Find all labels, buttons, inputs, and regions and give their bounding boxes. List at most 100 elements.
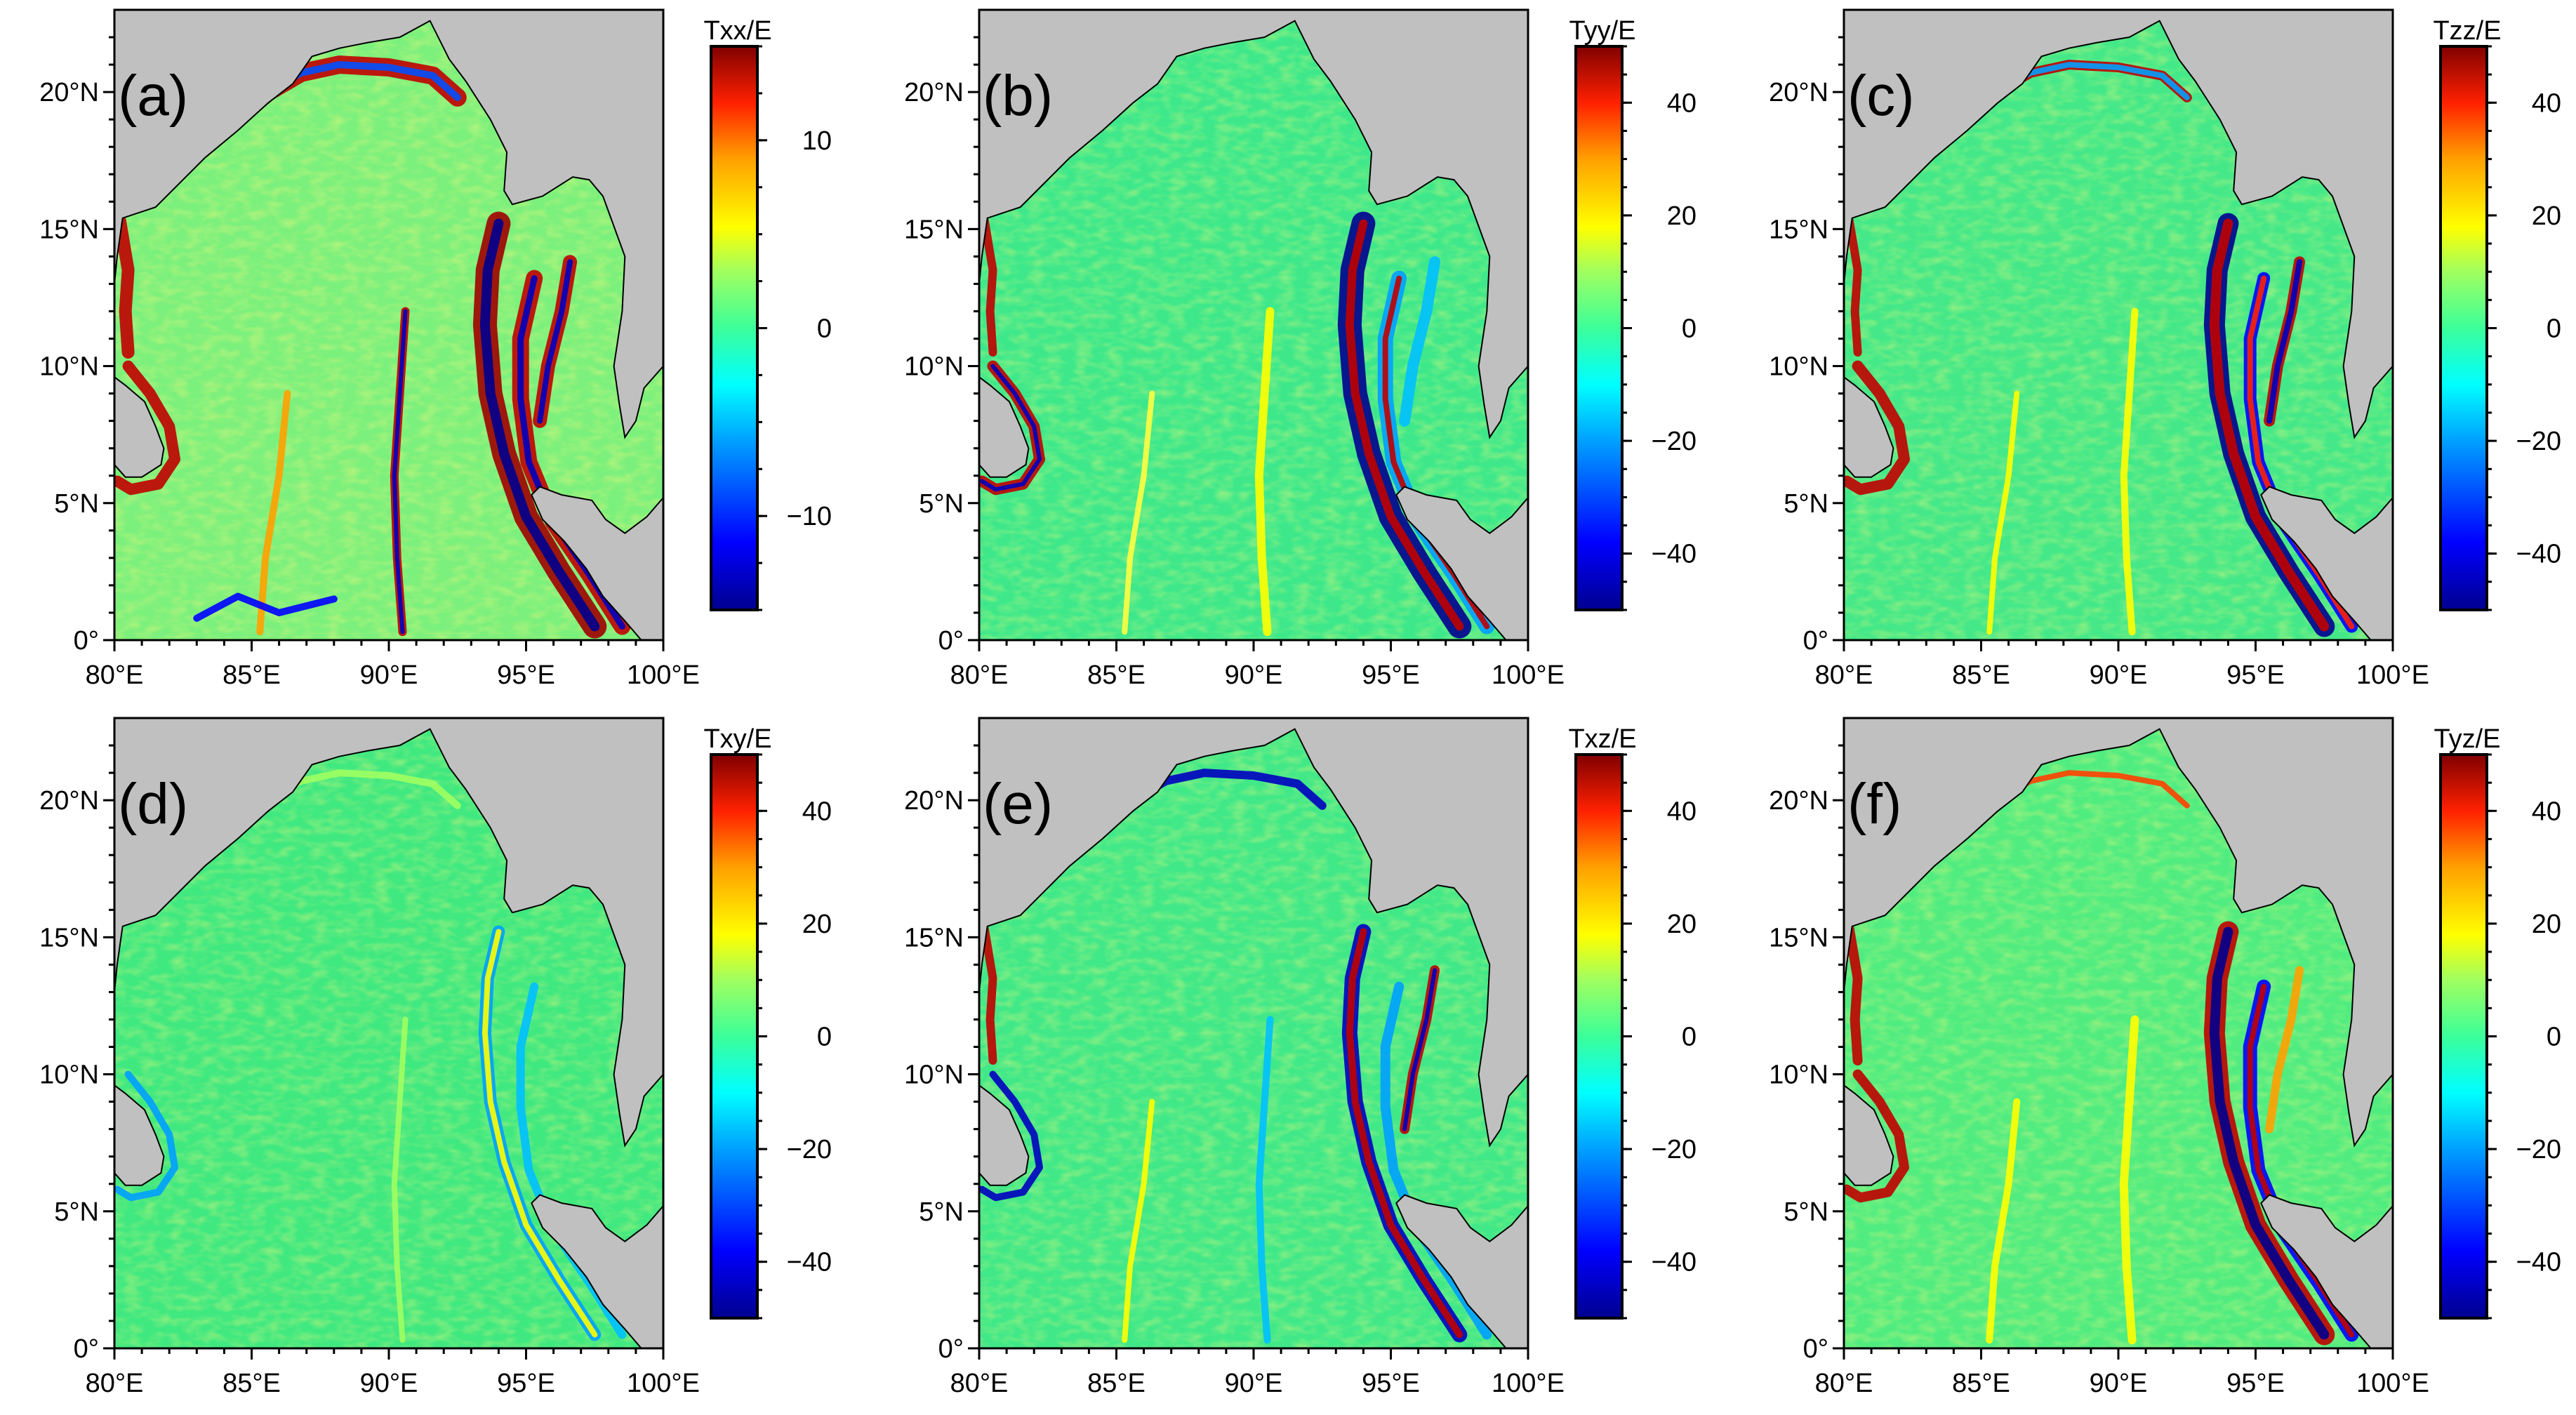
colorbar-tick-label: −20 <box>787 1135 832 1164</box>
map-field <box>979 10 1528 640</box>
anomaly-band-east_arc <box>482 929 598 1338</box>
anomaly-band-ridge90 <box>1255 1016 1274 1344</box>
land-mass <box>979 10 1528 439</box>
lon-label: 90°E <box>1225 1369 1283 1398</box>
colorbar-tick-label: −20 <box>2516 1135 2561 1164</box>
colorbar-tick-label: −40 <box>2516 1248 2561 1277</box>
anomaly-band-ridge85 <box>256 390 291 636</box>
lat-label: 15°N <box>39 923 99 952</box>
land-mass <box>1395 486 1528 640</box>
anomaly-band-ridge85 <box>1986 1098 2021 1344</box>
land-mass <box>1844 718 2393 1148</box>
anomaly-band-ridge90 <box>2120 307 2139 636</box>
lat-label: 15°N <box>904 923 964 952</box>
lon-label: 90°E <box>2090 660 2148 690</box>
land-mass <box>114 718 663 1148</box>
land-mass <box>531 486 663 640</box>
lat-label: 5°N <box>919 489 964 519</box>
lon-label: 80°E <box>950 1369 1009 1398</box>
land-mass <box>2260 486 2393 640</box>
lat-label: 15°N <box>39 215 99 244</box>
lat-label: 10°N <box>1769 1061 1828 1090</box>
lat-label: 20°N <box>904 78 964 107</box>
panel-label: (e) <box>983 772 1053 836</box>
lon-label: 95°E <box>1362 1369 1420 1398</box>
panel-label: (d) <box>118 772 188 836</box>
colorbar-tick-label: −40 <box>787 1248 832 1277</box>
lon-label: 100°E <box>2356 660 2429 690</box>
colorbar-title: Txy/E <box>703 724 771 754</box>
colorbar <box>2439 753 2488 1320</box>
panel-a: 20°N 15°N 10°N 5°N 0° 80°E 85°E 90°E 95°E 100°E (a… <box>39 8 832 690</box>
lat-label: 5°N <box>54 1197 99 1227</box>
land-mass <box>114 1084 165 1186</box>
lat-label: 20°N <box>1769 78 1828 107</box>
anomaly-band-andaman <box>537 259 573 424</box>
colorbar-tick-label: 40 <box>1667 88 1697 118</box>
land-mass <box>979 376 1030 478</box>
land-mass <box>1844 10 2393 439</box>
colorbar <box>710 753 759 1320</box>
lat-label: 5°N <box>1784 1197 1828 1227</box>
anomaly-band-sri_ring <box>979 1070 1043 1202</box>
land-mass <box>979 718 1528 1148</box>
anomaly-band-west_coast <box>980 924 997 1065</box>
lat-label: 5°N <box>1784 489 1828 519</box>
lon-label: 90°E <box>360 1369 418 1398</box>
anomaly-band-east_arc <box>1346 928 1463 1338</box>
colorbar-tick-label: −40 <box>2516 540 2561 569</box>
colorbar-tick-label: 20 <box>2532 910 2561 939</box>
panel-b: 20°N 15°N 10°N 5°N 0° 80°E 85°E 90°E 95°E 100°E (b… <box>904 8 1697 690</box>
lon-label: 80°E <box>1815 1369 1873 1398</box>
colorbar-title: Txx/E <box>703 16 771 46</box>
lat-label: 20°N <box>1769 786 1828 816</box>
lon-label: 85°E <box>223 660 281 690</box>
lon-label: 80°E <box>86 660 144 690</box>
map-field <box>979 718 1528 1348</box>
lat-label: 20°N <box>39 786 99 816</box>
panel-label: (c) <box>1847 64 1915 128</box>
anomaly-band-east_arc <box>479 218 600 632</box>
lat-label: 0° <box>938 1334 964 1364</box>
anomaly-band-ridge90 <box>2119 1015 2139 1345</box>
colorbar <box>710 45 759 611</box>
colorbar-tick-label: −20 <box>1652 1135 1697 1164</box>
lat-label: 20°N <box>39 78 99 107</box>
lon-label: 90°E <box>360 660 418 690</box>
anomaly-band-west_coast <box>980 216 997 357</box>
panel-e: 20°N 15°N 10°N 5°N 0° 80°E 85°E 90°E 95°E 100°E (e… <box>904 717 1697 1398</box>
colorbar-tick-label: 0 <box>817 1023 832 1052</box>
lat-label: 20°N <box>904 786 964 816</box>
colorbar-tick-label: −40 <box>1652 540 1697 569</box>
colorbar-tick-label: 10 <box>802 126 832 156</box>
lat-label: 10°N <box>904 1061 964 1090</box>
panel-f: 20°N 15°N 10°N 5°N 0° 80°E 85°E 90°E 95°E 100°E (f… <box>1769 717 2561 1398</box>
anomaly-band-west_coast <box>1844 924 1863 1065</box>
anomaly-band-west_coast <box>114 214 135 359</box>
colorbar <box>2439 45 2488 611</box>
lon-label: 90°E <box>1225 660 1283 690</box>
colorbar-tick-label: 40 <box>2532 88 2561 118</box>
lat-label: 15°N <box>1769 923 1828 952</box>
lat-label: 0° <box>1803 1334 1828 1364</box>
colorbar-tick-label: 20 <box>1667 201 1697 231</box>
lat-label: 0° <box>74 1334 99 1364</box>
panel-label: (f) <box>1847 772 1901 836</box>
lat-label: 10°N <box>904 352 964 382</box>
colorbar-title: Txz/E <box>1568 724 1636 754</box>
anomaly-band-andaman <box>1399 256 1441 427</box>
anomaly-band-andaman <box>2266 259 2303 424</box>
lat-label: 10°N <box>39 352 99 382</box>
lon-label: 95°E <box>1362 660 1420 690</box>
map-field <box>114 10 663 640</box>
anomaly-band-east_arc <box>2209 926 2330 1340</box>
lon-label: 85°E <box>1952 1369 2010 1398</box>
lat-label: 0° <box>74 626 99 656</box>
panel-c: 20°N 15°N 10°N 5°N 0° 80°E 85°E 90°E 95°E 100°E (c… <box>1769 8 2561 690</box>
colorbar-tick-label: 0 <box>1682 314 1697 344</box>
anomaly-band-sri_ring <box>1844 360 1910 496</box>
lon-label: 85°E <box>1952 660 2010 690</box>
panel-label: (b) <box>983 64 1053 128</box>
